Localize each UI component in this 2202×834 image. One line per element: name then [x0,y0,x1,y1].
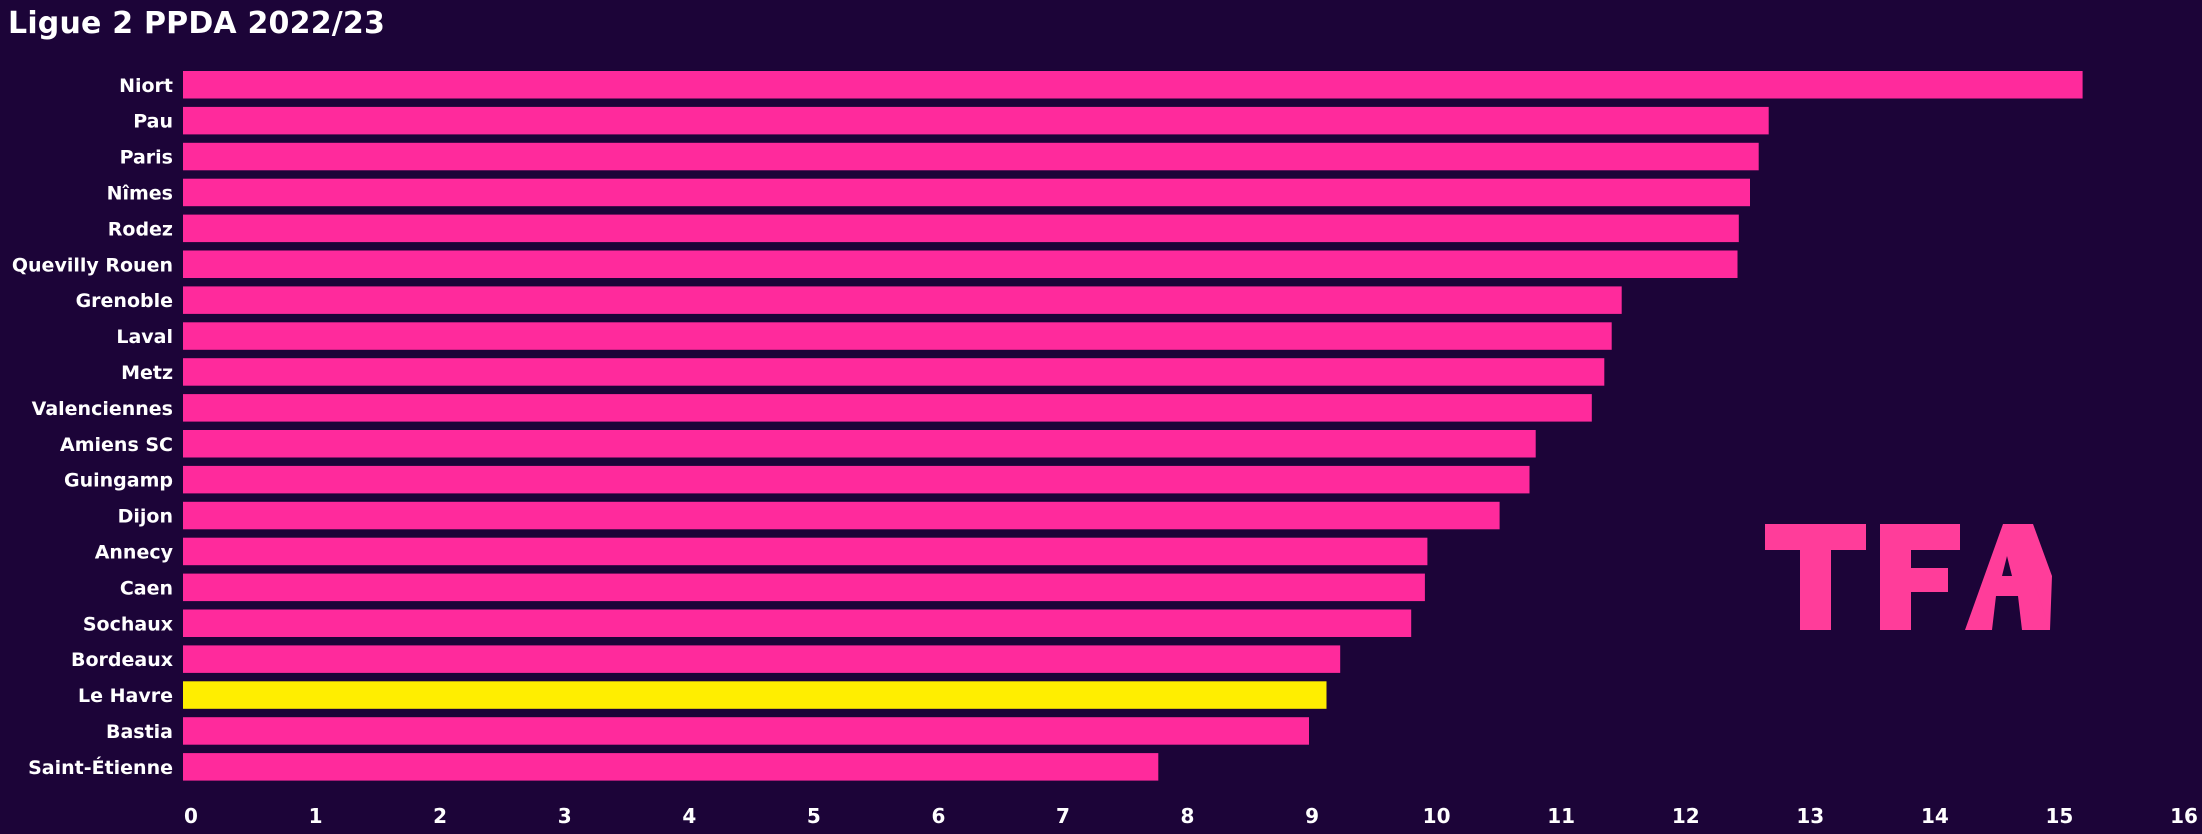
bar-laval [183,322,1612,350]
x-tick-label: 1 [309,804,323,828]
bar-dijon [183,501,1500,530]
x-tick-label: 16 [2170,804,2198,828]
x-tick-label: 13 [1796,804,1824,828]
bar-bordeaux [183,645,1341,673]
team-label: Laval [116,326,173,348]
team-label: Metz [121,362,173,384]
bar-grenoble [183,286,1622,314]
team-label: Rodez [108,218,173,240]
chart-title: Ligue 2 PPDA 2022/23 [8,6,386,41]
x-tick-label: 15 [2045,804,2073,828]
team-label: Amiens SC [60,434,173,456]
bar-niort [183,71,2083,99]
bars-layer [183,71,2083,781]
bar-n-mes [183,178,1750,207]
bar-paris [183,142,1759,171]
x-tick-label: 6 [931,804,945,828]
x-axis-ticks: 0 1 2 3 4 5 6 7 8 9 10 11 12 13 14 15 16 [184,804,2198,828]
team-label: Valenciennes [32,398,173,420]
team-label: Paris [120,147,173,169]
bar-bastia [183,717,1309,745]
bar-metz [183,358,1605,386]
x-tick-label: 12 [1672,804,1700,828]
team-label: Bastia [106,721,173,743]
x-tick-label: 5 [807,804,821,828]
team-label: Pau [133,111,173,133]
bar-guingamp [183,465,1530,494]
x-tick-label: 7 [1056,804,1070,828]
team-label: Sochaux [83,613,173,635]
team-label: Saint-Étienne [28,756,173,779]
bar-amiens-sc [183,430,1536,458]
team-labels: Niort Pau Paris Nîmes Rodez Quevilly Rouen Gre… [12,75,174,779]
x-tick-label: 4 [682,804,696,828]
bar-quevilly-rouen [183,250,1738,278]
team-label: Dijon [118,506,173,528]
x-tick-label: 9 [1305,804,1319,828]
bar-rodez [183,214,1739,243]
x-tick-label: 10 [1423,804,1451,828]
x-tick-label: 8 [1181,804,1195,828]
bar-valenciennes [183,394,1592,422]
x-tick-label: 14 [1921,804,1949,828]
tfa-logo [1765,524,2052,630]
bar-annecy [183,537,1428,566]
x-tick-label: 11 [1547,804,1575,828]
x-tick-label: 0 [184,804,198,828]
team-label: Quevilly Rouen [12,254,173,276]
bar-pau [183,106,1769,135]
team-label: Guingamp [64,470,173,492]
bar-sochaux [183,609,1412,637]
team-label: Caen [120,577,173,599]
x-tick-label: 3 [558,804,572,828]
team-label: Niort [119,75,173,97]
bar-caen [183,573,1425,602]
team-label: Bordeaux [71,649,173,671]
team-label: Nîmes [107,182,173,204]
team-label: Annecy [95,542,174,564]
bar-le-havre [183,681,1327,709]
team-label: Grenoble [76,290,173,312]
team-label: Le Havre [78,685,173,707]
x-tick-label: 2 [433,804,447,828]
bar-saint-tienne [183,753,1159,781]
